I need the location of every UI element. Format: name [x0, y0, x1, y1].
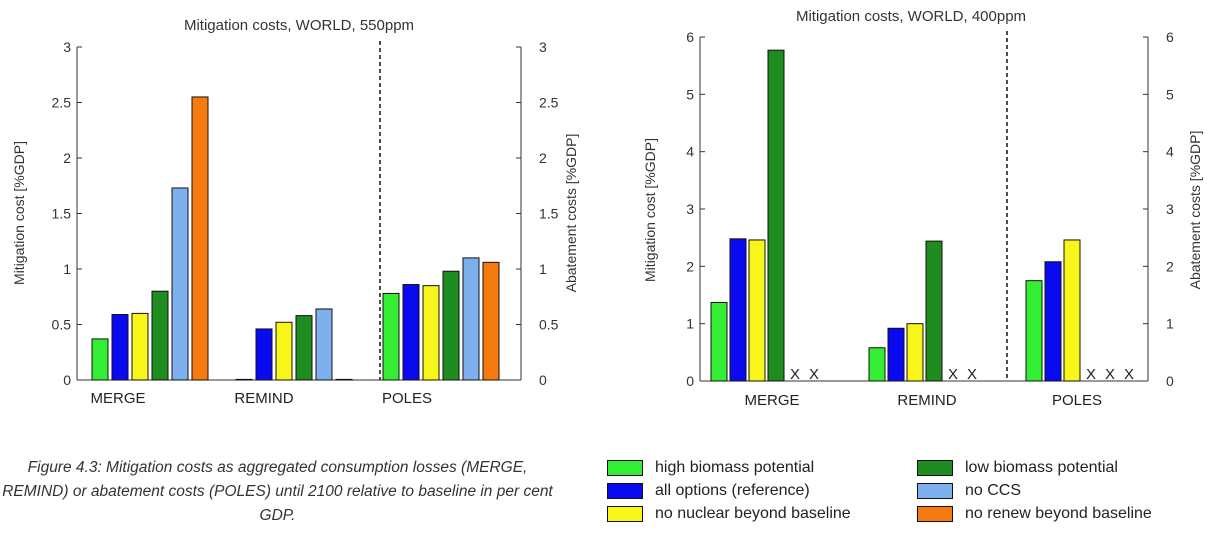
chart-400-not-available-marker: X — [1086, 366, 1096, 383]
figure-caption: Figure 4.3: Mitigation costs as aggregat… — [2, 459, 553, 524]
chart-400-bar-merge-no-nuclear — [748, 239, 766, 382]
chart-550-ytick-label: 0 — [63, 372, 71, 388]
chart-550-category-label: MERGE — [90, 390, 145, 407]
legend-swatch-no-nuclear — [607, 506, 643, 522]
chart-400-title: Mitigation costs, WORLD, 400ppm — [796, 8, 1026, 25]
chart-400-ylabel: Mitigation cost [%GDP] — [642, 138, 658, 282]
chart-550-bar-poles-all-options — [402, 284, 420, 381]
chart-550-ytick-label: 2 — [63, 150, 71, 166]
chart-550ppm: Mitigation costs, WORLD, 550ppm Mitigati… — [11, 17, 579, 407]
legend-swatch-low-biomass — [917, 460, 953, 476]
chart-400ppm: Mitigation costs, WORLD, 400ppm Mitigati… — [642, 8, 1203, 409]
legend-label-no-ccs: no CCS — [965, 482, 1022, 499]
chart-400-ytick-right-label: 5 — [1166, 86, 1174, 102]
chart-550-ytick-right-label: 0.5 — [539, 317, 559, 333]
chart-400-bar-remind-low-biomass — [925, 240, 943, 382]
chart-400-bar-remind-no-nuclear — [906, 323, 924, 382]
chart-400-ytick-right-label: 2 — [1166, 258, 1174, 274]
chart-550-bar-remind-all-options — [255, 328, 273, 381]
chart-550-bar-poles-no-renew — [482, 261, 500, 381]
legend-swatch-no-ccs — [917, 483, 953, 499]
legend-item-no-ccs: no CCS — [917, 481, 1217, 501]
chart-550-ytick-label: 3 — [63, 39, 71, 55]
chart-400-bar-remind-high-biomass — [868, 347, 886, 382]
chart-400-ylabel-right: Abatement costs [%GDP] — [1187, 131, 1203, 290]
chart-550-title: Mitigation costs, WORLD, 550ppm — [184, 17, 414, 34]
chart-550-ylabel: Mitigation cost [%GDP] — [11, 141, 27, 285]
chart-400-category-label: POLES — [1052, 392, 1102, 409]
legend-item-no-nuclear: no nuclear beyond baseline — [607, 504, 917, 524]
chart-400-ytick-label: 5 — [686, 86, 694, 102]
chart-400-bar-merge-all-options — [729, 238, 747, 382]
chart-550-category-label: POLES — [382, 390, 432, 407]
chart-550-ytick-label: 0.5 — [52, 317, 72, 333]
chart-550-bar-remind-high-biomass — [235, 378, 253, 381]
chart-400-ytick-right-label: 0 — [1166, 373, 1174, 389]
chart-400-not-available-marker: X — [809, 366, 819, 383]
legend-swatch-all-options — [607, 483, 643, 499]
legend: high biomass potential low biomass poten… — [607, 458, 1217, 524]
chart-400-not-available-marker: X — [790, 366, 800, 383]
chart-400-ytick-label: 4 — [686, 144, 694, 160]
chart-400-not-available-marker: X — [1124, 366, 1134, 383]
chart-550-ytick-right-label: 2.5 — [539, 95, 559, 111]
chart-550-ytick-right-label: 1 — [539, 261, 547, 277]
chart-400-ytick-label: 6 — [686, 29, 694, 45]
chart-400-category-label: MERGE — [744, 392, 799, 409]
chart-550-bar-remind-low-biomass — [295, 315, 313, 381]
legend-item-all-options: all options (reference) — [607, 481, 917, 501]
chart-550-bar-merge-no-nuclear — [131, 312, 149, 381]
chart-550-bar-merge-all-options — [111, 314, 129, 381]
chart-550-bar-merge-no-renew — [191, 96, 209, 381]
chart-550-ytick-right-label: 3 — [539, 39, 547, 55]
legend-item-high-biomass: high biomass potential — [607, 458, 917, 478]
chart-400-ytick-label: 2 — [686, 258, 694, 274]
chart-400-ytick-label: 3 — [686, 201, 694, 217]
chart-550-ytick-right-label: 2 — [539, 150, 547, 166]
chart-550-bar-merge-no-ccs — [171, 187, 189, 381]
legend-item-no-renew: no renew beyond baseline — [917, 504, 1217, 524]
chart-400-ytick-label: 0 — [686, 373, 694, 389]
chart-400-ytick-right-label: 6 — [1166, 29, 1174, 45]
chart-550-category-label: REMIND — [234, 390, 293, 407]
chart-550-bar-poles-low-biomass — [442, 270, 460, 381]
chart-400-not-available-marker: X — [948, 366, 958, 383]
chart-550-bar-poles-high-biomass — [382, 292, 400, 381]
chart-550-bar-poles-no-ccs — [462, 257, 480, 381]
chart-400-bar-merge-low-biomass — [767, 49, 785, 382]
legend-label-high-biomass: high biomass potential — [655, 459, 815, 476]
chart-550-bar-merge-high-biomass — [91, 338, 109, 381]
chart-400-ytick-right-label: 1 — [1166, 316, 1174, 332]
chart-400-ytick-right-label: 4 — [1166, 144, 1174, 160]
legend-label-no-nuclear: no nuclear beyond baseline — [655, 505, 851, 522]
legend-swatch-no-renew — [917, 506, 953, 522]
chart-550-ytick-label: 2.5 — [52, 95, 72, 111]
chart-550-bar-remind-no-renew — [335, 378, 353, 381]
chart-400-bar-merge-high-biomass — [710, 301, 728, 382]
chart-550-ytick-label: 1 — [63, 261, 71, 277]
legend-swatch-high-biomass — [607, 460, 643, 476]
legend-label-low-biomass: low biomass potential — [965, 459, 1118, 476]
chart-550-ytick-label: 1.5 — [52, 206, 72, 222]
chart-400-ytick-label: 1 — [686, 316, 694, 332]
chart-400-bar-poles-all-options — [1044, 261, 1062, 382]
legend-item-low-biomass: low biomass potential — [917, 458, 1217, 478]
chart-400-bar-poles-high-biomass — [1025, 280, 1043, 382]
chart-550-ytick-right-label: 0 — [539, 372, 547, 388]
legend-label-no-renew: no renew beyond baseline — [965, 505, 1152, 522]
chart-400-bar-remind-all-options — [887, 327, 905, 382]
chart-550-ylabel-right: Abatement costs [%GDP] — [563, 134, 579, 293]
legend-label-all-options: all options (reference) — [655, 482, 810, 499]
chart-550-bar-merge-low-biomass — [151, 290, 169, 381]
chart-550-bar-remind-no-ccs — [315, 308, 333, 381]
chart-400-not-available-marker: X — [967, 366, 977, 383]
chart-550-bar-poles-no-nuclear — [422, 285, 440, 381]
chart-400-bar-poles-no-nuclear — [1063, 239, 1081, 382]
chart-400-category-label: REMIND — [897, 392, 956, 409]
chart-400-ytick-right-label: 3 — [1166, 201, 1174, 217]
chart-550-ytick-right-label: 1.5 — [539, 206, 559, 222]
chart-400-not-available-marker: X — [1105, 366, 1115, 383]
chart-550-bar-remind-no-nuclear — [275, 321, 293, 381]
